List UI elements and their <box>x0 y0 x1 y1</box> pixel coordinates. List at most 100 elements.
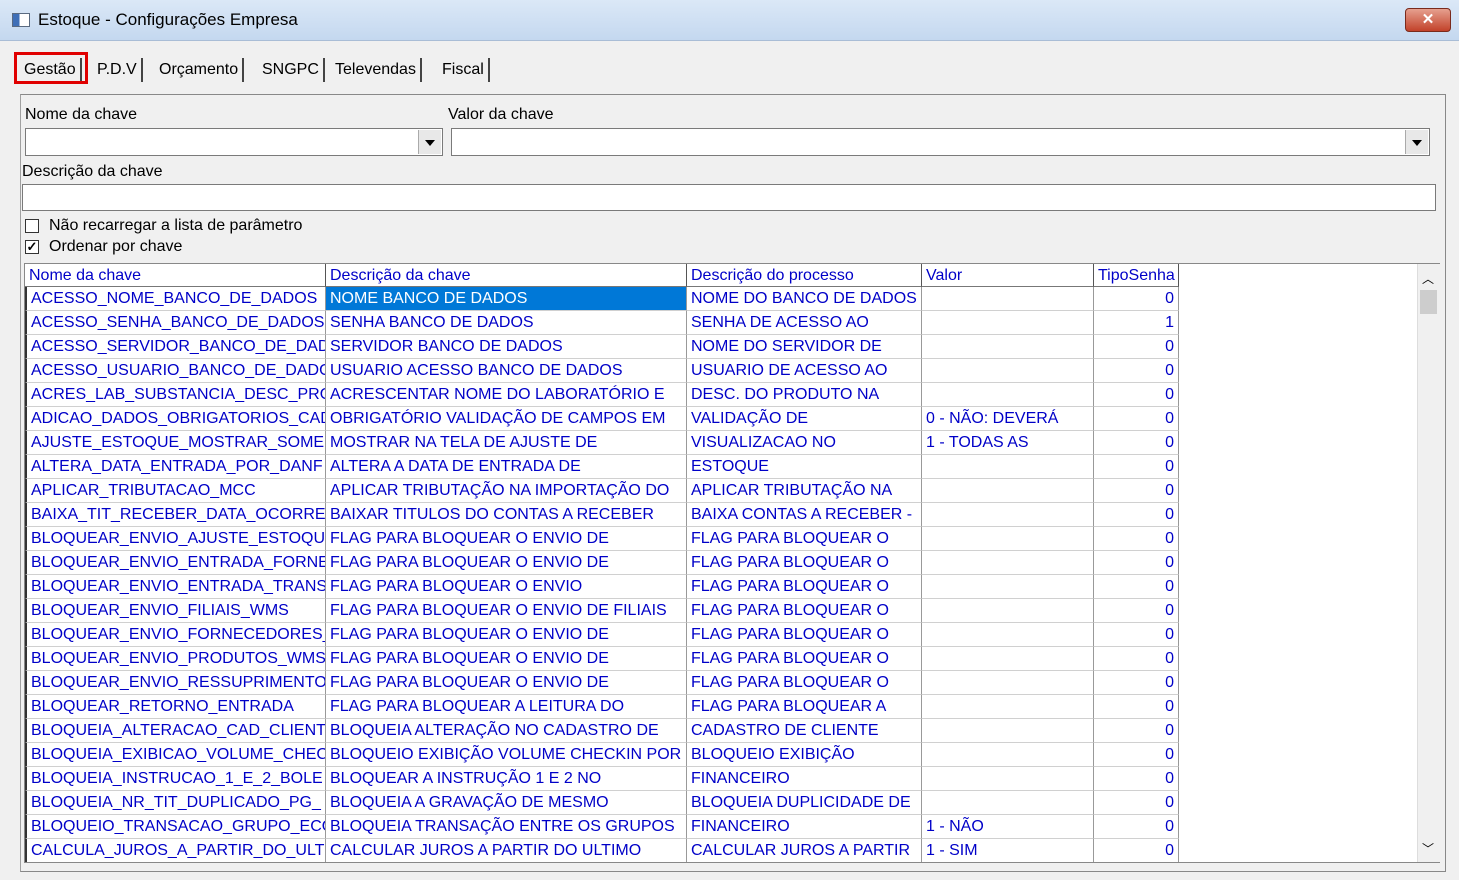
grid-cell[interactable]: NOME DO SERVIDOR DE <box>687 335 922 359</box>
grid-cell[interactable] <box>922 287 1094 311</box>
grid-cell[interactable]: FLAG PARA BLOQUEAR O ENVIO DE FILIAIS <box>326 599 687 623</box>
grid-cell[interactable] <box>922 479 1094 503</box>
grid-cell[interactable]: 0 <box>1094 695 1179 719</box>
grid-cell[interactable]: BLOQUEIO EXIBIÇÃO <box>687 743 922 767</box>
grid-cell[interactable]: FLAG PARA BLOQUEAR O <box>687 551 922 575</box>
grid-cell[interactable]: BLOQUEAR_ENVIO_RESSUPRIMENTO <box>25 671 326 695</box>
grid-cell[interactable]: 0 <box>1094 431 1179 455</box>
grid-cell[interactable]: ACESSO_USUARIO_BANCO_DE_DADO <box>25 359 326 383</box>
grid-cell[interactable] <box>922 335 1094 359</box>
grid-cell[interactable]: BLOQUEAR_ENVIO_ENTRADA_FORNE <box>25 551 326 575</box>
grid-cell[interactable]: BLOQUEIA_INSTRUCAO_1_E_2_BOLE <box>25 767 326 791</box>
grid-cell[interactable]: ALTERA A DATA DE ENTRADA DE <box>326 455 687 479</box>
grid-cell[interactable]: FLAG PARA BLOQUEAR O ENVIO DE <box>326 671 687 695</box>
key-value-combo[interactable] <box>451 128 1430 156</box>
grid-cell[interactable]: FLAG PARA BLOQUEAR O ENVIO DE <box>326 551 687 575</box>
grid-cell[interactable] <box>922 743 1094 767</box>
grid-cell[interactable]: 0 <box>1094 791 1179 815</box>
scroll-up[interactable]: ︿ <box>1422 272 1435 286</box>
grid-cell[interactable]: APLICAR TRIBUTAÇÃO NA IMPORTAÇÃO DO <box>326 479 687 503</box>
grid-cell[interactable]: NOME DO BANCO DE DADOS <box>687 287 922 311</box>
grid-cell[interactable] <box>922 311 1094 335</box>
grid-cell[interactable] <box>922 503 1094 527</box>
grid-cell[interactable]: BLOQUEAR_ENVIO_AJUSTE_ESTOQU <box>25 527 326 551</box>
tab[interactable]: Gestão <box>20 58 82 82</box>
grid-cell[interactable]: BLOQUEIA DUPLICIDADE DE <box>687 791 922 815</box>
grid-cell[interactable]: 0 - NÃO: DEVERÁ <box>922 407 1094 431</box>
grid-cell[interactable]: 0 <box>1094 407 1179 431</box>
grid-cell[interactable]: ESTOQUE <box>687 455 922 479</box>
grid-cell[interactable] <box>922 551 1094 575</box>
grid-cell[interactable]: USUARIO DE ACESSO AO <box>687 359 922 383</box>
grid-cell[interactable]: BLOQUEIA TRANSAÇÃO ENTRE OS GRUPOS <box>326 815 687 839</box>
grid-cell[interactable]: USUARIO ACESSO BANCO DE DADOS <box>326 359 687 383</box>
grid-cell[interactable]: 0 <box>1094 359 1179 383</box>
tab[interactable]: SNGPC <box>258 58 325 82</box>
grid-cell[interactable]: FLAG PARA BLOQUEAR O ENVIO DE <box>326 647 687 671</box>
grid-cell[interactable]: 0 <box>1094 647 1179 671</box>
grid-cell[interactable]: 0 <box>1094 599 1179 623</box>
grid-cell[interactable]: 0 <box>1094 575 1179 599</box>
grid-cell[interactable] <box>922 575 1094 599</box>
scroll-thumb[interactable] <box>1420 290 1437 314</box>
grid-cell[interactable]: VISUALIZACAO NO <box>687 431 922 455</box>
grid-cell[interactable] <box>922 791 1094 815</box>
grid-cell[interactable] <box>922 647 1094 671</box>
grid-cell[interactable]: SENHA BANCO DE DADOS <box>326 311 687 335</box>
grid-cell[interactable]: 0 <box>1094 503 1179 527</box>
tab[interactable]: Orçamento <box>155 58 245 82</box>
grid-cell[interactable]: BLOQUEIA_NR_TIT_DUPLICADO_PG_ <box>25 791 326 815</box>
column-header[interactable]: Valor <box>922 264 1094 287</box>
grid-cell[interactable]: CADASTRO DE CLIENTE <box>687 719 922 743</box>
grid-cell[interactable]: ACESSO_SENHA_BANCO_DE_DADOS <box>25 311 326 335</box>
grid-cell[interactable]: BLOQUEAR_RETORNO_ENTRADA <box>25 695 326 719</box>
grid-cell[interactable]: BLOQUEIA ALTERAÇÃO NO CADASTRO DE <box>326 719 687 743</box>
grid-cell[interactable]: DESC. DO PRODUTO NA <box>687 383 922 407</box>
grid-cell[interactable]: 1 - TODAS AS <box>922 431 1094 455</box>
grid-cell[interactable]: 0 <box>1094 743 1179 767</box>
grid-cell[interactable]: FLAG PARA BLOQUEAR O ENVIO DE <box>326 623 687 647</box>
tab[interactable]: Fiscal <box>438 58 490 82</box>
grid-cell[interactable]: 0 <box>1094 839 1179 862</box>
grid-cell[interactable]: FLAG PARA BLOQUEAR A LEITURA DO <box>326 695 687 719</box>
grid-cell[interactable]: BLOQUEAR_ENVIO_FORNECEDORES_ <box>25 623 326 647</box>
grid-cell[interactable]: SERVIDOR BANCO DE DADOS <box>326 335 687 359</box>
grid-cell[interactable]: FLAG PARA BLOQUEAR O <box>687 647 922 671</box>
grid-cell[interactable]: FLAG PARA BLOQUEAR O <box>687 671 922 695</box>
grid-cell[interactable]: 0 <box>1094 671 1179 695</box>
grid-cell[interactable]: FINANCEIRO <box>687 767 922 791</box>
grid-cell[interactable]: APLICAR_TRIBUTACAO_MCC <box>25 479 326 503</box>
grid-cell[interactable]: 1 - NÃO <box>922 815 1094 839</box>
grid-cell[interactable]: VALIDAÇÃO DE <box>687 407 922 431</box>
grid-cell[interactable]: ACESSO_SERVIDOR_BANCO_DE_DAD <box>25 335 326 359</box>
column-header[interactable]: Nome da chave <box>25 264 326 287</box>
grid-cell[interactable]: 0 <box>1094 527 1179 551</box>
grid-cell[interactable]: BLOQUEAR_ENVIO_ENTRADA_TRANS <box>25 575 326 599</box>
grid-cell[interactable] <box>922 767 1094 791</box>
close-button[interactable]: ✕ <box>1405 8 1451 32</box>
grid-cell[interactable]: SENHA DE ACESSO AO <box>687 311 922 335</box>
grid-cell[interactable]: FLAG PARA BLOQUEAR A <box>687 695 922 719</box>
grid-cell[interactable]: CALCULAR JUROS A PARTIR <box>687 839 922 862</box>
no-reload-checkbox[interactable] <box>25 219 39 233</box>
column-header[interactable]: Descrição do processo <box>687 264 922 287</box>
column-header[interactable]: TipoSenha <box>1094 264 1179 287</box>
grid-cell[interactable] <box>922 695 1094 719</box>
grid-cell[interactable]: FLAG PARA BLOQUEAR O <box>687 623 922 647</box>
grid-cell[interactable]: OBRIGATÓRIO VALIDAÇÃO DE CAMPOS EM <box>326 407 687 431</box>
grid-cell[interactable]: BLOQUEIA A GRAVAÇÃO DE MESMO <box>326 791 687 815</box>
grid-cell[interactable]: FINANCEIRO <box>687 815 922 839</box>
grid-cell[interactable]: BLOQUEAR_ENVIO_PRODUTOS_WMS <box>25 647 326 671</box>
grid-cell[interactable]: 0 <box>1094 335 1179 359</box>
description-input[interactable] <box>22 184 1436 211</box>
scrollbar[interactable]: ︿ ﹀ <box>1417 264 1440 862</box>
grid-cell[interactable]: 0 <box>1094 719 1179 743</box>
grid-cell[interactable]: FLAG PARA BLOQUEAR O <box>687 527 922 551</box>
grid-cell[interactable] <box>922 455 1094 479</box>
grid-cell[interactable]: BLOQUEAR_ENVIO_FILIAIS_WMS <box>25 599 326 623</box>
tab[interactable]: P.D.V <box>93 58 143 82</box>
grid-cell[interactable] <box>922 719 1094 743</box>
grid-cell[interactable]: 0 <box>1094 767 1179 791</box>
column-header[interactable]: Descrição da chave <box>326 264 687 287</box>
grid-cell[interactable]: NOME BANCO DE DADOS <box>326 287 687 311</box>
